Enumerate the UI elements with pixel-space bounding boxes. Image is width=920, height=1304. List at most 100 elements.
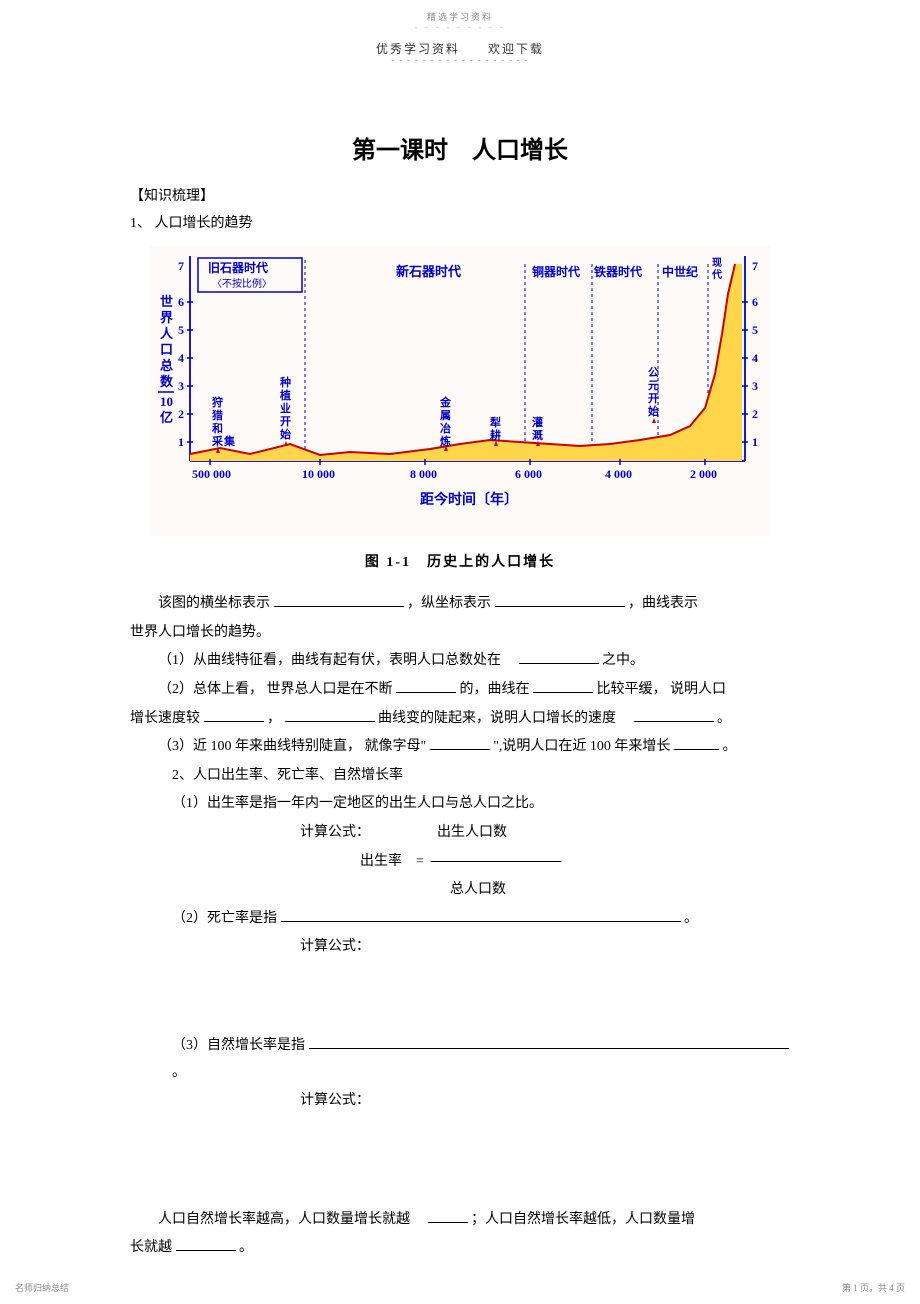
q1: （1）从曲线特征看，曲线有起有伏，表明人口总数处在 之中。 <box>130 648 790 675</box>
q3c: 。 <box>722 739 736 754</box>
blank-q2e[interactable] <box>285 708 375 722</box>
svg-text:距今时间〔年〕: 距今时间〔年〕 <box>420 491 518 508</box>
svg-text:世: 世 <box>160 294 173 309</box>
formula2-label: 计算公式： <box>130 934 790 961</box>
q2a: （2）总体上看， 世界总人口是在不断 <box>158 682 393 697</box>
svg-text:1: 1 <box>752 435 758 449</box>
q1b: 之中。 <box>602 653 644 668</box>
svg-text:2: 2 <box>752 407 758 421</box>
footer-left: 名师归纳总结 <box>15 1281 69 1294</box>
svg-text:6: 6 <box>178 295 184 309</box>
svg-text:铜器时代: 铜器时代 <box>532 264 580 279</box>
svg-text:10 000: 10 000 <box>302 467 335 481</box>
blank-q3a[interactable] <box>430 736 490 750</box>
svg-text:7: 7 <box>752 259 758 273</box>
svg-text:5: 5 <box>752 323 758 337</box>
p_last_b: ；人口自然增长率越低，人口数量增 <box>471 1212 695 1227</box>
svg-text:4: 4 <box>178 351 184 365</box>
q2f: 曲线变的陡起来，说明人口增长的速度 <box>378 711 616 726</box>
blank-last-c[interactable] <box>176 1237 236 1251</box>
chart-caption: 图 1-1 历史上的人口增长 <box>130 551 790 571</box>
svg-text:种: 种 <box>279 375 291 389</box>
page-header: 精选学习资料 - - - - - - - - - 优秀学习资料 欢迎下载 - -… <box>0 10 920 66</box>
svg-text:口: 口 <box>160 342 173 357</box>
para-axes-2: 世界人口增长的趋势。 <box>130 620 790 647</box>
q2d: 增长速度较 <box>130 711 200 726</box>
q2: （2）总体上看， 世界总人口是在不断 的，曲线在 比较平缓， 说明人口 <box>130 677 790 704</box>
svg-text:犁: 犁 <box>490 415 501 429</box>
p-last-2: 长就越 。 <box>130 1235 790 1262</box>
page-title: 第一课时 人口增长 <box>130 130 790 165</box>
item2: 2、人口出生率、死亡率、自然增长率 <box>130 763 790 790</box>
r2: （2）死亡率是指 。 <box>130 906 790 933</box>
blank-q1[interactable] <box>519 650 599 664</box>
q1a: （1）从曲线特征看，曲线有起有伏，表明人口总数处在 <box>158 653 501 668</box>
p1c: ，曲线表示 <box>628 596 698 611</box>
svg-text:新石器时代: 新石器时代 <box>396 264 461 279</box>
svg-text:狩: 狩 <box>211 395 223 409</box>
svg-text:3: 3 <box>752 379 758 393</box>
blank-r3[interactable] <box>309 1035 789 1049</box>
blank-r2[interactable] <box>281 908 681 922</box>
q2e: ， <box>267 711 281 726</box>
blank-q2d[interactable] <box>204 708 264 722</box>
header-underline: - - - - - - - - - - - - - - - - - - <box>0 55 920 66</box>
svg-text:2: 2 <box>178 407 184 421</box>
blank-last-a[interactable] <box>428 1209 468 1223</box>
formula1-eq: 出生率 = <box>130 849 790 876</box>
q3: （3）近 100 年来曲线特别陡直， 就像字母" ",说明人口在近 100 年来… <box>130 734 790 761</box>
svg-text:公: 公 <box>648 366 659 379</box>
svg-text:植: 植 <box>279 388 291 402</box>
svg-text:数: 数 <box>160 374 174 389</box>
q2c: 比较平缓， 说明人口 <box>597 682 727 697</box>
r3: （3）自然增长率是指 。 <box>130 1033 790 1086</box>
blank-q2f[interactable] <box>634 708 714 722</box>
svg-text:1: 1 <box>178 435 184 449</box>
svg-text:6: 6 <box>752 295 758 309</box>
svg-text:5: 5 <box>178 323 184 337</box>
svg-text:代: 代 <box>711 268 722 281</box>
svg-text:4: 4 <box>752 351 758 365</box>
formula-lhs: 出生率 = <box>360 854 424 869</box>
p_last_a: 人口自然增长率越高，人口数量增长就越 <box>158 1212 410 1227</box>
blank-q2b[interactable] <box>533 679 593 693</box>
svg-text:业: 业 <box>280 401 291 415</box>
formula1-row: 计算公式： 出生人口数 <box>130 820 790 847</box>
blank-x-axis[interactable] <box>274 593 404 607</box>
section-label: 【知识梳理】 <box>130 185 790 205</box>
svg-text:金: 金 <box>439 395 452 409</box>
blank-y-axis[interactable] <box>495 593 625 607</box>
svg-text:溉: 溉 <box>532 428 543 442</box>
formula3-label: 计算公式： <box>130 1088 790 1115</box>
svg-text:开: 开 <box>280 415 291 428</box>
svg-text:6 000: 6 000 <box>515 467 542 481</box>
svg-text:炼: 炼 <box>440 434 451 448</box>
chart-svg: 世 界 人 口 总 数 10 亿 1 2 3 4 5 6 7 <box>150 246 770 536</box>
blank-q2a[interactable] <box>396 679 456 693</box>
svg-text:7: 7 <box>178 259 184 273</box>
formula1-den: 总人口数 <box>130 877 790 904</box>
para-axes: 该图的横坐标表示 ，纵坐标表示 ，曲线表示 <box>130 591 790 618</box>
svg-text:耕: 耕 <box>490 428 501 442</box>
blank-q3b[interactable] <box>674 736 719 750</box>
svg-text:灌: 灌 <box>532 415 543 429</box>
svg-text:属: 属 <box>440 409 451 422</box>
svg-text:亿: 亿 <box>160 410 173 425</box>
q3b: ",说明人口在近 100 年来增长 <box>493 739 670 754</box>
content-area: 第一课时 人口增长 【知识梳理】 1、 人口增长的趋势 世 界 人 口 总 数 … <box>0 70 920 1262</box>
q2b: 的，曲线在 <box>460 682 530 697</box>
svg-text:总: 总 <box>160 358 173 373</box>
header-dots: - - - - - - - - - <box>0 23 920 32</box>
svg-text:始: 始 <box>280 427 291 441</box>
footer-right: 第 1 页，共 4 页 <box>842 1281 905 1294</box>
q3a: （3）近 100 年来曲线特别陡直， 就像字母" <box>158 739 426 754</box>
svg-text:猎: 猎 <box>212 408 223 422</box>
svg-text:开: 开 <box>648 392 659 405</box>
p1b: ，纵坐标表示 <box>407 596 491 611</box>
formula-label: 计算公式： <box>300 825 370 840</box>
svg-text:〈不按比例〉: 〈不按比例〉 <box>212 277 272 290</box>
p-last: 人口自然增长率越高，人口数量增长就越 ；人口自然增长率越低，人口数量增 <box>130 1207 790 1234</box>
header-small: 精选学习资料 <box>0 10 920 23</box>
p_last_c: 长就越 <box>130 1240 172 1255</box>
svg-text:人: 人 <box>160 326 174 341</box>
